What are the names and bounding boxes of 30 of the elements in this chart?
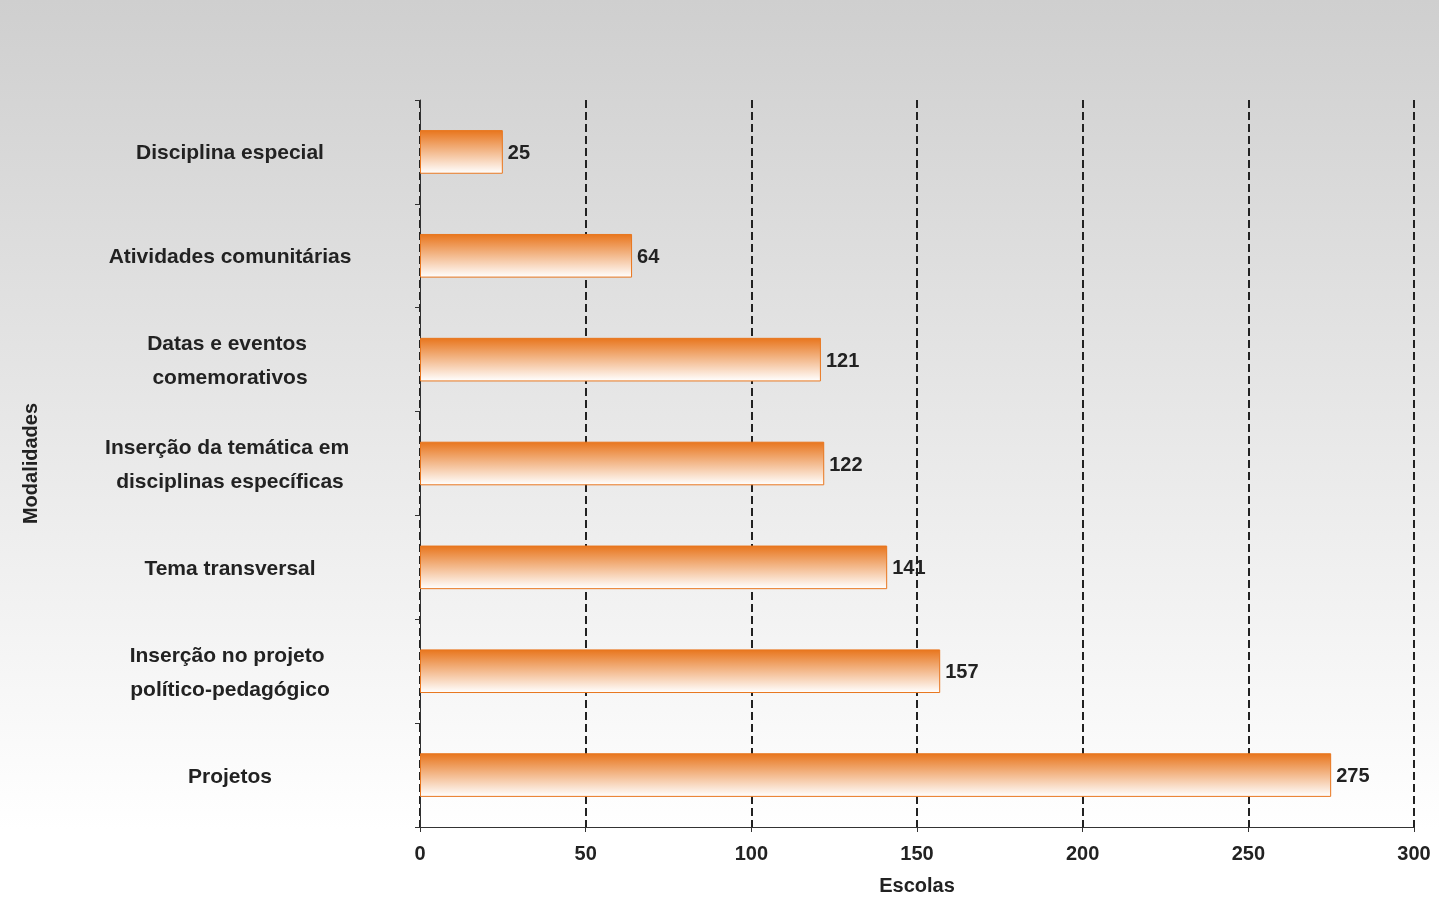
data-label: 275 [1336,764,1370,787]
data-label: 64 [637,244,661,267]
y-tick-label: Atividades comunitárias [108,244,352,268]
x-axis-title: Escolas [879,874,955,896]
bar [420,649,941,694]
x-tick-label: 50 [574,842,597,864]
y-tick-label: Inserção da temática em disciplinas específicas [105,435,355,492]
bar [420,233,633,278]
x-tick-label: 250 [1231,842,1266,864]
y-tick-label: Projetos [187,763,273,787]
y-tick-label: Disciplina especial [136,140,324,164]
y-tick-label: Inserção no projeto político-pedagógico [129,642,331,700]
bar [420,441,825,486]
data-label: 157 [945,660,979,683]
bar [420,545,888,590]
y-tick-label: Tema transversal [144,555,316,579]
data-label: 121 [825,348,860,371]
x-tick-label: 200 [1065,842,1100,864]
data-label: 25 [507,140,531,163]
x-tick-label: 0 [414,842,426,864]
bar [420,337,821,382]
y-axis-title: Modalidades [19,402,41,525]
x-tick-label: 300 [1397,842,1431,864]
x-tick-label: 150 [900,842,934,864]
data-label: 141 [892,556,926,579]
x-tick-label: 100 [734,842,769,864]
y-tick-label: Datas e eventos comemorativos [147,331,313,389]
data-label: 122 [829,452,863,475]
bar [420,753,1332,797]
bar [420,130,503,174]
